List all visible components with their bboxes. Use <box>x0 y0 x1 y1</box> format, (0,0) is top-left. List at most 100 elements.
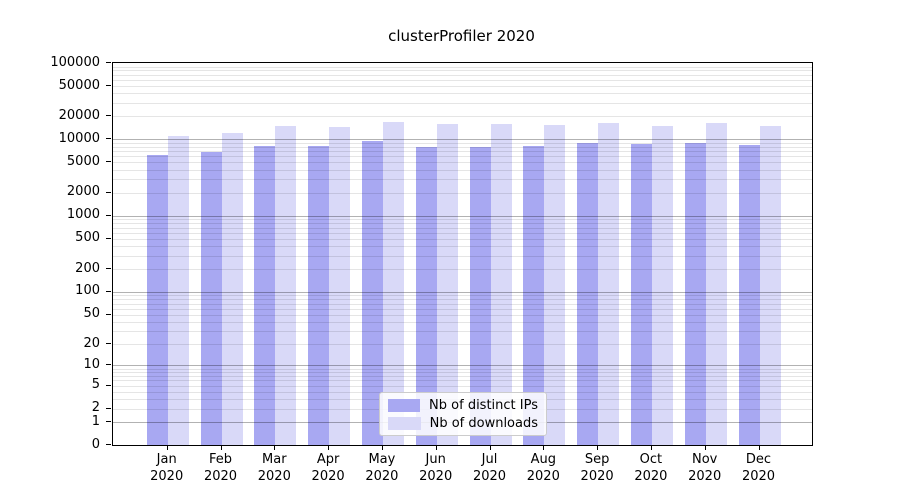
minor-gridline <box>113 269 812 270</box>
x-tick-label: Oct 2020 <box>621 451 681 485</box>
y-tick-mark <box>106 62 111 63</box>
y-tick-mark <box>106 138 111 140</box>
y-tick-mark <box>106 115 111 117</box>
minor-gridline <box>113 255 812 257</box>
legend-row-distinct-ips: Nb of distinct IPs <box>388 398 538 413</box>
minor-gridline <box>113 192 812 194</box>
x-tick-year: 2020 <box>365 469 399 484</box>
minor-gridline <box>113 156 812 158</box>
minor-gridline <box>113 74 812 76</box>
x-tick-label: Nov 2020 <box>675 451 735 485</box>
y-tick-label: 5000 <box>66 153 100 169</box>
minor-gridline <box>113 321 812 323</box>
x-tick-label: Jul 2020 <box>460 451 520 485</box>
x-tick-label: Feb 2020 <box>191 451 251 485</box>
y-tick-mark <box>106 384 111 386</box>
minor-gridline <box>113 331 812 333</box>
y-tick-label: 2 <box>91 400 100 415</box>
minor-gridline <box>113 151 812 153</box>
legend-label-distinct-ips: Nb of distinct IPs <box>429 397 538 413</box>
y-tick-mark <box>106 343 111 344</box>
bar-downloads-sep <box>598 122 620 445</box>
x-tick-label: Apr 2020 <box>298 451 358 485</box>
x-tick-mark <box>650 445 652 450</box>
x-tick-mark <box>220 445 222 450</box>
y-tick-label: 20 <box>83 335 100 351</box>
minor-gridline <box>113 299 812 301</box>
bar-downloads-mar <box>275 125 297 445</box>
minor-gridline <box>113 179 812 181</box>
y-tick-label: 500 <box>75 230 100 246</box>
x-tick-label: Aug 2020 <box>513 451 573 485</box>
bar-downloads-may <box>382 121 404 445</box>
x-tick-year: 2020 <box>257 469 291 484</box>
bar-downloads-oct <box>651 125 673 445</box>
minor-gridline <box>113 385 812 387</box>
minor-gridline <box>113 223 812 225</box>
y-tick-mark <box>106 444 111 445</box>
x-tick-mark <box>704 445 706 450</box>
y-tick-mark <box>106 364 111 366</box>
bar-ips-jan <box>146 154 168 445</box>
x-tick-mark <box>166 445 168 450</box>
x-tick-year: 2020 <box>419 469 453 484</box>
bar-ips-oct <box>630 143 652 445</box>
minor-gridline <box>113 146 812 148</box>
minor-gridline <box>113 380 812 382</box>
plot-area <box>112 62 813 446</box>
bar-ips-jun <box>415 146 437 445</box>
y-tick-mark <box>106 268 111 269</box>
x-tick-mark <box>381 445 383 450</box>
x-tick-label: Mar 2020 <box>244 451 304 485</box>
major-gridline <box>113 139 812 141</box>
bar-ips-feb <box>200 151 222 445</box>
minor-gridline <box>113 169 812 171</box>
minor-gridline <box>113 372 812 374</box>
y-tick-label: 50000 <box>58 77 100 93</box>
bar-downloads-jul <box>490 124 512 445</box>
y-tick-label: 200 <box>75 260 100 276</box>
x-tick-label: May 2020 <box>352 451 412 485</box>
bar-downloads-aug <box>544 124 566 445</box>
x-tick-year: 2020 <box>150 469 184 484</box>
bar-downloads-apr <box>329 127 351 445</box>
y-tick-mark <box>106 407 111 409</box>
minor-gridline <box>113 142 812 144</box>
x-tick-mark <box>758 445 760 450</box>
bar-downloads-feb <box>221 132 243 445</box>
x-tick-year: 2020 <box>741 469 776 484</box>
minor-gridline <box>113 70 812 72</box>
y-tick-label: 10000 <box>58 130 100 146</box>
x-tick-label: Dec 2020 <box>729 451 789 485</box>
x-tick-mark <box>543 445 545 450</box>
y-tick-label: 20000 <box>58 107 100 123</box>
minor-gridline <box>113 368 812 370</box>
minor-gridline <box>113 219 812 221</box>
major-gridline <box>113 291 812 293</box>
minor-gridline <box>113 227 812 229</box>
bar-ips-may <box>361 140 383 445</box>
bar-ips-aug <box>523 145 545 445</box>
y-tick-label: 50 <box>83 306 100 321</box>
y-tick-label: 1 <box>91 413 100 429</box>
minor-gridline <box>113 308 812 310</box>
bar-ips-dec <box>738 145 760 445</box>
chart-title: clusterProfiler 2020 <box>388 27 535 45</box>
y-tick-label: 10 <box>83 356 100 372</box>
y-tick-mark <box>106 214 111 216</box>
major-gridline <box>113 215 812 217</box>
legend-row-downloads: Nb of downloads <box>388 416 538 431</box>
bar-downloads-nov <box>705 123 727 445</box>
y-tick-label: 100 <box>75 283 100 299</box>
y-tick-mark <box>106 161 111 163</box>
bar-ips-mar <box>254 145 276 445</box>
x-tick-label: Sep 2020 <box>567 451 627 485</box>
y-tick-mark <box>106 313 111 315</box>
minor-gridline <box>113 246 812 248</box>
legend-swatch-downloads <box>388 416 421 430</box>
x-tick-year: 2020 <box>580 469 614 484</box>
bar-downloads-jan <box>167 135 189 445</box>
bar-downloads-dec <box>759 126 781 445</box>
y-tick-label: 2000 <box>66 184 100 200</box>
